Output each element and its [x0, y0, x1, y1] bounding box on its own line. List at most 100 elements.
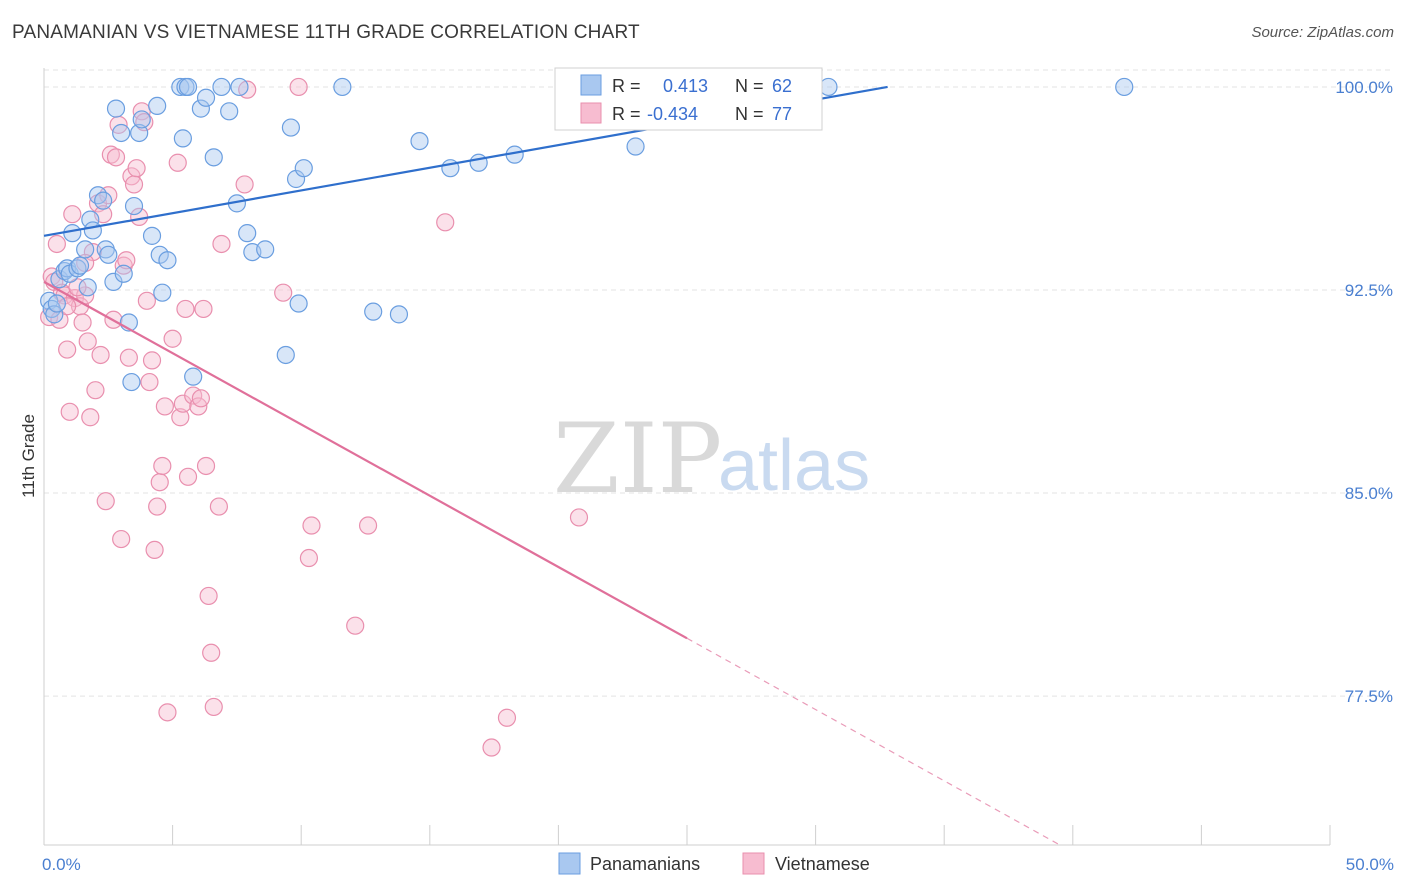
vietnamese-point: [168, 153, 187, 172]
vietnamese-point: [78, 332, 97, 351]
panamanian-point: [47, 294, 66, 313]
panamanian-point: [196, 88, 216, 107]
vietnamese-point: [176, 299, 195, 319]
stats-r-value-2: -0.434: [647, 104, 698, 124]
vietnamese-point: [140, 372, 159, 392]
panamanian-point: [389, 305, 409, 324]
vietnamese-trend-extension: [686, 637, 1061, 846]
stats-swatch-pink: [580, 102, 602, 124]
panamanian-point: [204, 148, 223, 167]
panamanian-point: [83, 221, 102, 240]
panamanian-point: [294, 159, 313, 178]
watermark-zip: ZIP: [553, 403, 722, 515]
vietnamese-point: [569, 508, 589, 527]
stats-r-label-2: R =: [612, 104, 641, 124]
vietnamese-point: [289, 77, 308, 97]
vietnamese-point: [106, 148, 126, 167]
grid-lines: [44, 69, 1392, 697]
vietnamese-point: [60, 402, 79, 421]
x-axis-ticks: 0.0% 50.0%: [42, 825, 1394, 874]
panamanian-point: [626, 137, 645, 156]
x-tick-label: 0.0%: [42, 855, 81, 874]
legend-swatch-panamanians: [558, 852, 581, 875]
vietnamese-point: [191, 389, 210, 408]
vietnamese-point: [153, 456, 172, 476]
y-axis-label: 11th Grade: [19, 414, 38, 498]
panamanian-point: [148, 96, 167, 116]
panamanian-point: [178, 77, 198, 97]
vietnamese-point: [127, 159, 146, 178]
panamanian-point: [106, 99, 126, 118]
legend: Panamanians Vietnamese: [558, 852, 870, 875]
panamanian-point: [238, 224, 257, 243]
vietnamese-point: [163, 329, 182, 348]
vietnamese-point: [63, 205, 82, 224]
vietnamese-point: [194, 299, 213, 319]
vietnamese-point: [358, 516, 378, 535]
vietnamese-point: [101, 145, 120, 164]
vietnamese-point: [199, 586, 218, 606]
panamanian-point: [94, 191, 113, 210]
panamanian-point: [153, 283, 172, 302]
panamanian-point: [122, 372, 141, 392]
watermark: ZIP atlas: [553, 403, 870, 515]
panamanian-point: [281, 118, 301, 137]
vietnamese-point: [99, 186, 118, 205]
panamanian-point: [130, 123, 149, 143]
vietnamese-point: [91, 345, 110, 365]
vietnamese-point: [150, 473, 169, 492]
panamanian-point: [70, 256, 90, 275]
panamanian-point: [114, 264, 133, 283]
panamanian-point: [76, 240, 95, 259]
stats-n-value-2: 77: [772, 104, 792, 124]
vietnamese-point: [235, 175, 254, 194]
panamanian-point: [364, 302, 383, 321]
vietnamese-point: [96, 492, 115, 511]
panamanian-point: [158, 251, 177, 270]
trend-lines: [43, 85, 1061, 846]
legend-label-vietnamese: Vietnamese: [775, 854, 870, 874]
vietnamese-point: [117, 251, 136, 270]
chart-title: PANAMANIAN VS VIETNAMESE 11TH GRADE CORR…: [12, 22, 640, 43]
stats-r-value-1: 0.413: [663, 76, 708, 96]
panamanian-point: [45, 305, 64, 324]
vietnamese-point: [135, 113, 154, 132]
y-tick-label: 92.5%: [1345, 281, 1393, 300]
source-credit: Source: ZipAtlas.com: [1251, 24, 1394, 41]
panamanian-point: [212, 77, 231, 97]
vietnamese-point: [204, 697, 223, 717]
y-tick-label: 77.5%: [1345, 687, 1393, 706]
vietnamese-point: [68, 278, 87, 297]
vietnamese-point: [196, 456, 216, 476]
vietnamese-trend-line: [43, 280, 688, 640]
panamanian-point: [99, 245, 118, 264]
legend-label-panamanians: Panamanians: [590, 854, 700, 874]
stats-swatch-blue: [580, 74, 602, 96]
panamanian-point: [256, 240, 275, 259]
panamanian-point: [171, 77, 190, 97]
vietnamese-point: [436, 213, 455, 232]
vietnamese-point: [209, 497, 228, 516]
vietnamese-point: [274, 283, 293, 302]
panamanian-point: [88, 186, 108, 205]
vietnamese-point: [119, 348, 138, 367]
panamanian-point: [184, 367, 203, 386]
vietnamese-point: [124, 175, 144, 194]
vietnamese-points: [40, 77, 589, 757]
vietnamese-point: [47, 234, 66, 254]
panamanian-point: [78, 278, 97, 297]
y-axis-tick-labels: 77.5% 85.0% 92.5% 100.0%: [1335, 78, 1393, 706]
panamanian-point: [63, 224, 82, 243]
panamanian-point: [142, 226, 162, 245]
vietnamese-point: [155, 397, 174, 416]
vietnamese-point: [86, 381, 105, 400]
vietnamese-point: [299, 548, 319, 568]
vietnamese-point: [148, 497, 167, 516]
vietnamese-point: [112, 529, 131, 549]
vietnamese-point: [73, 313, 92, 332]
vietnamese-point: [58, 340, 77, 359]
panamanian-points: [40, 77, 1134, 392]
stats-r-label-1: R =: [612, 76, 641, 96]
vietnamese-point: [346, 616, 365, 635]
panamanian-point: [191, 99, 210, 118]
